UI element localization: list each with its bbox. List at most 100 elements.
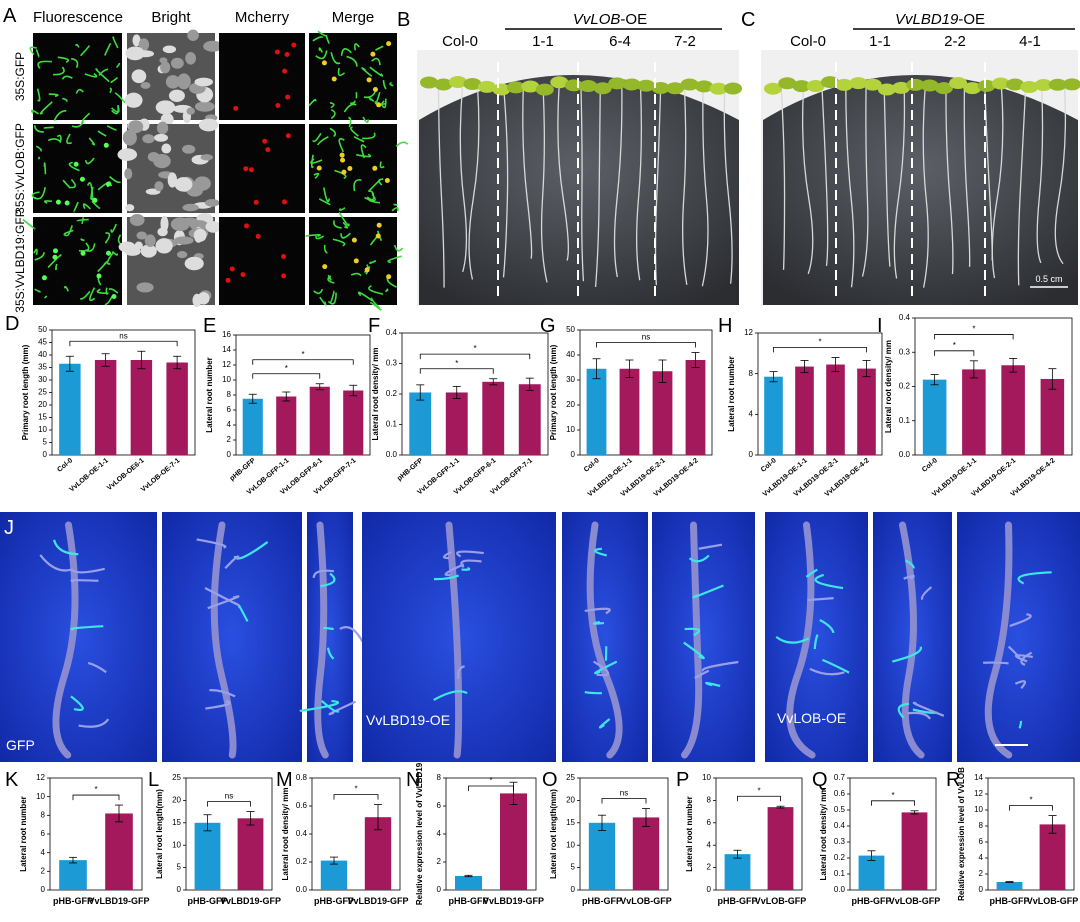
nucleus (372, 86, 378, 92)
cell-outline (95, 68, 110, 83)
bar (94, 360, 117, 455)
y-tick-label: 10 (36, 792, 45, 801)
genotype-label: VvLOB-OE (777, 710, 846, 726)
lateral-root (460, 559, 482, 568)
lateral-root (1007, 645, 1021, 659)
y-tick-label: 0 (979, 885, 984, 894)
x-tick-label: pHB-GFP (718, 896, 758, 906)
cell-outline (340, 48, 352, 56)
cell-outline (37, 60, 52, 69)
cell (160, 61, 171, 74)
cell (184, 256, 204, 271)
lateral-root (224, 555, 240, 570)
cell-outline (380, 98, 387, 109)
cell (182, 144, 196, 154)
cell-outline (393, 244, 404, 252)
y-tick-label: 0.4 (296, 829, 308, 838)
y-tick-label: 12 (222, 360, 231, 369)
significance-label: * (301, 350, 304, 359)
seedling (835, 78, 854, 91)
cell (154, 181, 164, 192)
y-tick-label: 5 (177, 863, 182, 872)
bar (455, 876, 482, 890)
bar-chart: Q 0.0 0.1 0.2 0.3 0.4 0.5 0.6 0.7 Lateral root de… (812, 769, 940, 906)
panel-letter: O (542, 769, 558, 791)
gene-name: VvLOB (573, 11, 621, 28)
panel-letter: C (741, 9, 755, 31)
cell (161, 143, 172, 154)
cell (131, 69, 147, 84)
seedling (724, 82, 742, 95)
cell-outline (334, 169, 347, 180)
nucleus (229, 266, 235, 272)
seedling (806, 79, 825, 92)
cell-outline (104, 42, 112, 56)
cell-outline (34, 252, 45, 261)
lateral-root (683, 641, 705, 660)
lateral-root (321, 699, 340, 713)
genotype-label: GFP (6, 737, 35, 753)
cell-outline (68, 161, 80, 172)
bar-chart: R 0 2 4 6 8 10 12 14 Relative expression level of… (946, 767, 1078, 906)
bar (59, 363, 81, 455)
nucleus (364, 267, 370, 273)
bar (767, 807, 794, 890)
root (468, 87, 480, 280)
y-tick-label: 25 (38, 388, 47, 397)
significance-bracket (871, 800, 915, 806)
x-tick-label: VvLBD19-GFP (347, 896, 408, 906)
plot-frame (579, 329, 713, 456)
y-tick-label: 10 (172, 840, 181, 849)
y-axis-label: Primary root length (mm) (21, 344, 30, 440)
line-label: 1-1 (869, 33, 891, 50)
significance-label: * (455, 359, 458, 368)
line-label: 4-1 (1019, 33, 1041, 50)
panel-letter: P (676, 769, 689, 791)
cell-outline (323, 244, 328, 254)
micrograph (305, 211, 404, 311)
significance-bracket (333, 794, 379, 800)
cell-outline (104, 232, 111, 244)
main-root (984, 521, 1013, 759)
cell (197, 292, 210, 305)
lateral-root (584, 690, 602, 695)
x-tick-label: pHB-GFP (314, 896, 354, 906)
cell-outline (369, 260, 377, 264)
x-tick-label: pHB-GFP (582, 896, 622, 906)
y-tick-label: 8 (41, 810, 46, 819)
cell-outline (74, 43, 80, 48)
cell (140, 82, 151, 89)
panel-letter: H (718, 315, 732, 337)
micrograph (31, 120, 122, 213)
panel-letter: J (4, 517, 14, 539)
cell-outline (350, 126, 359, 137)
x-tick-label: VvLOB-GFP (755, 896, 807, 906)
lateral-root (70, 695, 84, 711)
y-tick-label: 8 (437, 773, 442, 782)
significance-label: * (285, 364, 288, 373)
lateral-root (457, 665, 465, 679)
cell-outline (53, 66, 65, 76)
cell-outline (315, 235, 325, 240)
seedling (764, 82, 782, 95)
column-header: Mcherry (235, 9, 290, 26)
bar (962, 369, 986, 455)
root (522, 87, 533, 259)
cell-outline (75, 88, 84, 94)
cell (125, 204, 135, 212)
bar (1039, 824, 1066, 890)
bar-chart: L 0 5 10 15 20 25 Lateral root length(mm) pHB-GF… (148, 769, 281, 906)
panel-letter: L (148, 769, 159, 791)
group-label: VvLOB-OE (573, 11, 647, 28)
y-tick-label: 20 (566, 400, 575, 409)
significance-label: ns (225, 792, 233, 801)
cell-outline (70, 57, 79, 69)
panel-letter: Q (812, 769, 828, 791)
cell (124, 168, 133, 180)
significance-label: ns (119, 331, 127, 340)
cell-outline (361, 67, 373, 77)
cell-outline (106, 251, 115, 265)
seedling (477, 80, 496, 93)
cell-outline (323, 187, 331, 203)
seedling (920, 79, 939, 92)
